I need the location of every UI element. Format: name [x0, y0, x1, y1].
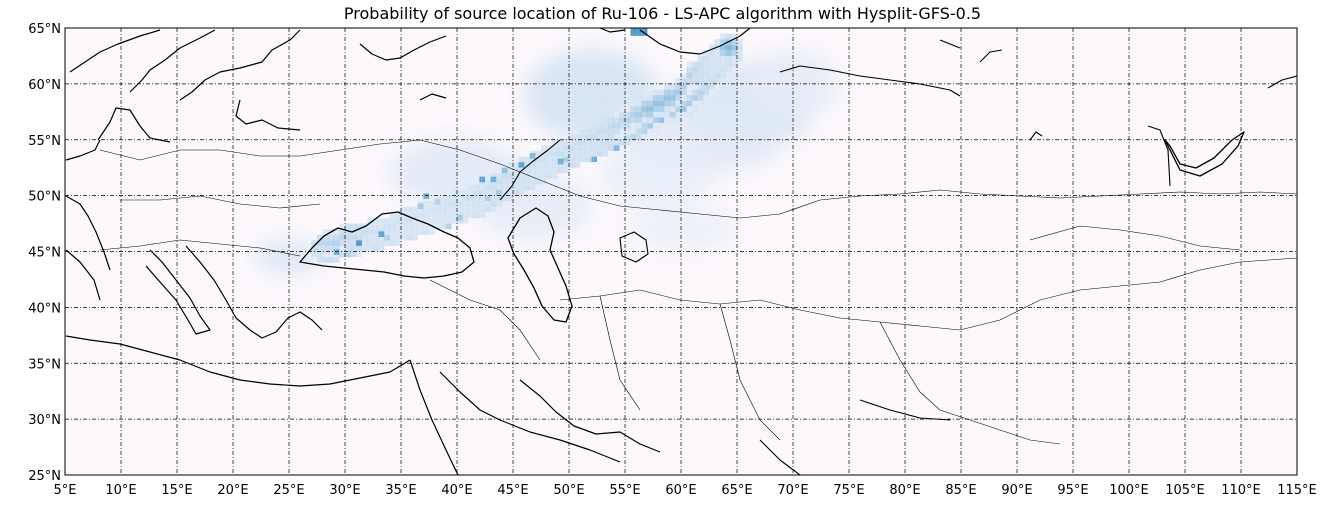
latitude-tick-labels: 25°N 30°N 35°N 40°N 45°N 50°N 55°N 60°N 65°N: [28, 22, 61, 484]
lon-tick-label: 95°E: [1057, 483, 1088, 498]
lat-tick-label: 25°N: [28, 469, 61, 484]
lon-tick-label: 25°E: [273, 483, 304, 498]
lon-tick-label: 100°E: [1109, 483, 1149, 498]
lon-tick-label: 110°E: [1221, 483, 1261, 498]
lon-tick-label: 20°E: [217, 483, 248, 498]
lon-tick-label: 15°E: [161, 483, 192, 498]
lon-tick-label: 5°E: [54, 483, 77, 498]
lat-tick-label: 55°N: [28, 134, 61, 149]
lon-tick-label: 115°E: [1277, 483, 1317, 498]
lon-tick-label: 75°E: [833, 483, 864, 498]
lon-tick-label: 35°E: [385, 483, 416, 498]
lon-tick-label: 90°E: [1001, 483, 1032, 498]
lat-tick-label: 40°N: [28, 301, 61, 316]
lon-tick-label: 65°E: [721, 483, 752, 498]
lon-tick-label: 85°E: [945, 483, 976, 498]
lat-tick-label: 45°N: [28, 246, 61, 261]
lon-tick-label: 30°E: [329, 483, 360, 498]
lat-tick-label: 50°N: [28, 190, 61, 205]
map-frame: [64, 27, 1298, 476]
lon-tick-label: 80°E: [889, 483, 920, 498]
lat-tick-label: 65°N: [28, 22, 61, 37]
lon-tick-label: 40°E: [441, 483, 472, 498]
lon-tick-label: 55°E: [609, 483, 640, 498]
longitude-tick-labels: 5°E 10°E 15°E 20°E 25°E 30°E 35°E 40°E 45°E 50°E 5…: [54, 483, 1317, 498]
lat-tick-label: 35°N: [28, 357, 61, 372]
lon-tick-label: 105°E: [1165, 483, 1205, 498]
lon-tick-label: 50°E: [553, 483, 584, 498]
country-borders: [99, 139, 1297, 445]
map-title: Probability of source location of Ru-106…: [343, 4, 982, 23]
lon-tick-label: 10°E: [105, 483, 136, 498]
lon-tick-label: 60°E: [665, 483, 696, 498]
lat-tick-label: 30°N: [28, 413, 61, 428]
graticule: [65, 28, 1297, 475]
lon-tick-label: 70°E: [777, 483, 808, 498]
lat-tick-label: 60°N: [28, 78, 61, 93]
lon-tick-label: 45°E: [497, 483, 528, 498]
